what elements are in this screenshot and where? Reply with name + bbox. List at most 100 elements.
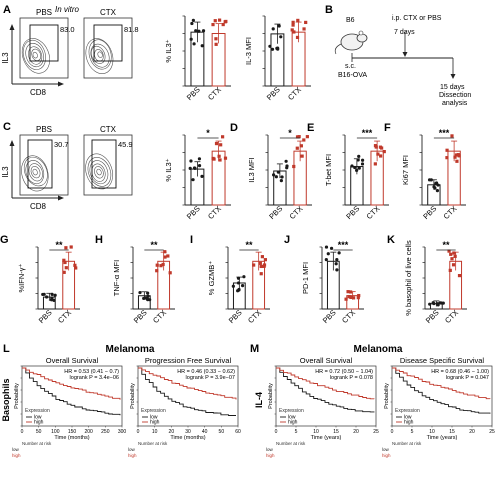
- data-point: [64, 246, 68, 250]
- km-legend-title: Expression: [279, 408, 304, 414]
- km-x-tick-label: 30: [185, 429, 191, 435]
- km-curve-low: [392, 367, 491, 414]
- panel-letter-c: C: [3, 121, 11, 133]
- flow-contour: [32, 168, 38, 176]
- km-legend-high: high: [288, 420, 298, 426]
- bar-chart-d: D IL3 MFI PBS CTX *: [230, 122, 312, 221]
- km-x-tick-label: 50: [36, 429, 42, 435]
- km-ylabel: Probability: [130, 383, 136, 409]
- bar-chart-j: J PD-1 MFI PBS CTX ***: [284, 234, 364, 325]
- data-point: [224, 19, 228, 24]
- il4-side-label: IL-4: [254, 392, 264, 408]
- km-curve-high: [138, 367, 237, 400]
- km-x-tick-label: 0: [21, 429, 24, 435]
- km-curve-low: [276, 367, 375, 413]
- km-xlabel: Time (years): [311, 435, 342, 441]
- data-point: [62, 258, 66, 262]
- y-axis-label: PD-1 MFI: [301, 262, 310, 294]
- km-x-tick-label: 5: [295, 429, 298, 435]
- data-point: [445, 148, 449, 152]
- category-label: CTX: [365, 204, 382, 221]
- category-label: PBS: [267, 204, 284, 221]
- bar-chart-a-il3-percent: % IL3⁺ PBS CTX: [164, 15, 231, 102]
- bar-chart-k: K % basophil of live cells PBS CTX **: [387, 234, 467, 325]
- km-curve-high: [392, 367, 491, 400]
- km-logrank: logrank P = 0.047: [446, 375, 489, 381]
- y-axis-label: % GZMB⁺: [207, 261, 216, 295]
- data-point: [279, 179, 283, 183]
- category-label: PBS: [185, 204, 202, 221]
- significance-marker: **: [150, 240, 158, 250]
- km-at-risk-low: low: [128, 447, 136, 452]
- panel-letter: K: [387, 234, 395, 246]
- km-legend-low: low: [150, 415, 158, 421]
- data-point: [379, 154, 383, 158]
- panel-letter: I: [190, 234, 193, 246]
- km-xlabel: Time (months): [54, 435, 89, 441]
- km-legend-low: low: [288, 415, 296, 421]
- day15-label: 15 days: [440, 84, 465, 91]
- flow-contour: [25, 160, 45, 185]
- flow-gate-percent: 30.7: [54, 140, 69, 149]
- flow-group-label: CTX: [100, 125, 117, 134]
- significance-marker: **: [55, 240, 63, 250]
- km-x-tick-label: 100: [51, 429, 60, 435]
- y-axis-label: TNF-α MFI: [112, 260, 121, 296]
- km-hazard-ratio: HR = 0.72 (0.50 − 1.04): [315, 369, 373, 375]
- data-point: [268, 44, 272, 48]
- data-point: [455, 159, 459, 163]
- category-label: CTX: [286, 85, 303, 102]
- panel-letter-a: A: [3, 4, 11, 16]
- data-point: [300, 154, 304, 158]
- km-x-tick-label: 250: [101, 429, 110, 435]
- data-point: [447, 249, 451, 253]
- panel-letter: J: [284, 234, 290, 246]
- flow-contour: [88, 39, 112, 70]
- km-title: Progression Free Survival: [145, 356, 232, 365]
- flow-contour: [87, 157, 112, 187]
- data-point: [211, 22, 215, 27]
- flow-plot-a-ctx: CTX 81.8: [83, 8, 139, 79]
- km-at-risk-low: low: [12, 447, 20, 452]
- km-x-tick-label: 15: [449, 429, 455, 435]
- bar-chart-e: E T-bet MFI PBS CTX ***: [307, 122, 389, 221]
- flow-gate: [29, 24, 59, 62]
- km-curve-low: [22, 367, 121, 416]
- significance-marker: ***: [439, 128, 450, 138]
- data-point: [166, 254, 170, 258]
- panel-letter: H: [95, 234, 103, 246]
- km-title: Overall Survival: [300, 356, 353, 365]
- data-point: [284, 159, 288, 163]
- km-legend-title: Expression: [141, 408, 166, 414]
- category-label: CTX: [246, 308, 263, 325]
- end-label-1: Dissection: [439, 92, 471, 99]
- data-point: [346, 290, 350, 294]
- data-point: [299, 144, 303, 148]
- km-curve-low: [138, 367, 236, 416]
- flow-contour: [31, 48, 42, 61]
- panel-letter-m: M: [250, 343, 259, 355]
- category-label: CTX: [340, 308, 357, 325]
- data-point: [168, 271, 172, 275]
- data-point: [296, 18, 300, 23]
- km-x-tick-label: 10: [313, 429, 319, 435]
- mouse-icon: [334, 30, 368, 55]
- data-point: [146, 291, 150, 295]
- data-point: [326, 252, 330, 256]
- km-hazard-ratio: HR = 0.46 (0.33 − 0.62): [177, 369, 235, 375]
- km-x-tick-label: 0: [391, 429, 394, 435]
- km-x-tick-label: 40: [202, 429, 208, 435]
- km-title: Overall Survival: [46, 356, 99, 365]
- data-point: [360, 158, 365, 162]
- km-x-tick-label: 20: [353, 429, 359, 435]
- flow-gate: [27, 139, 53, 189]
- data-point: [360, 162, 365, 166]
- y-axis-label: Ki67 MFI: [401, 155, 410, 185]
- data-point: [427, 178, 432, 182]
- km-logrank: logrank P = 0.078: [330, 375, 373, 381]
- data-point: [192, 42, 196, 46]
- data-point: [63, 260, 67, 265]
- data-point: [258, 261, 262, 265]
